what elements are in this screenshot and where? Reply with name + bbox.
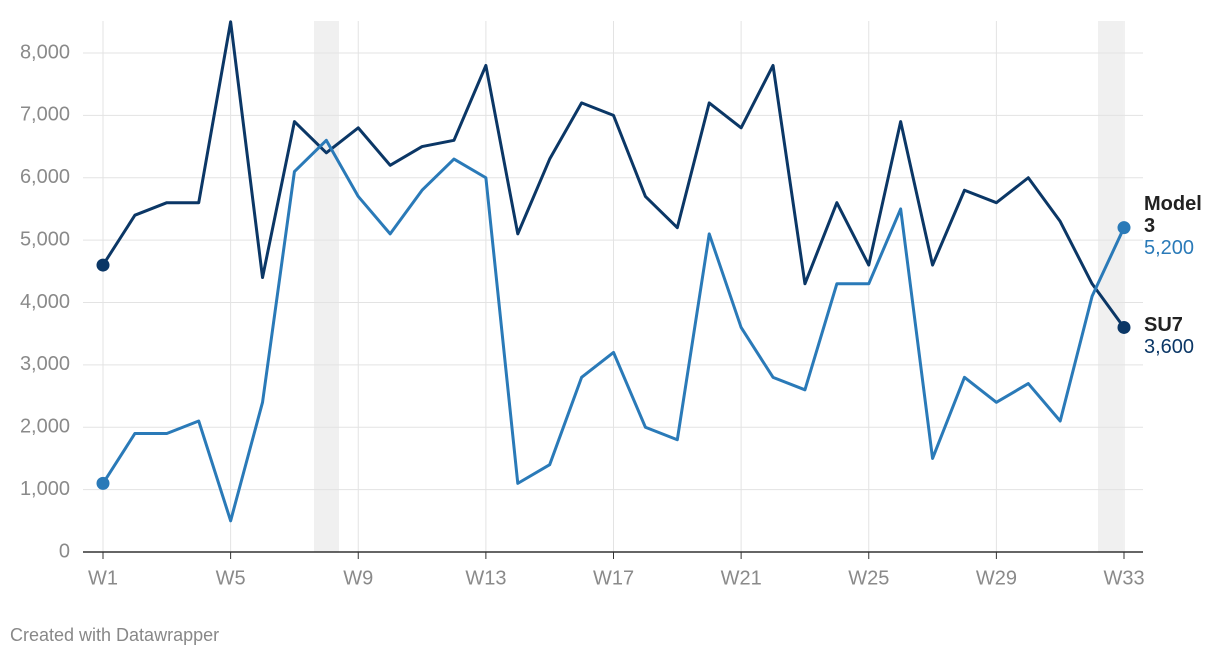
y-tick-label: 1,000	[20, 478, 70, 500]
x-tick-label: W25	[848, 567, 889, 589]
end-dot	[1117, 221, 1131, 235]
x-tick-label: W9	[343, 567, 373, 589]
y-tick-label: 4,000	[20, 291, 70, 313]
line	[101, 138, 1126, 523]
y-tick-label: 3,000	[20, 353, 70, 375]
value-label: 3,600	[1144, 336, 1195, 359]
y-tick-label: 8,000	[20, 41, 70, 63]
y-tick-label: 7,000	[20, 104, 70, 126]
end-dot	[1117, 320, 1131, 334]
footer: Created with Datawrapper	[10, 625, 220, 645]
y-tick-label: 5,000	[20, 228, 70, 250]
x-tick-label: W21	[721, 567, 762, 589]
x-tick-label: W29	[976, 567, 1017, 589]
end-dot	[96, 258, 110, 272]
line	[101, 20, 1126, 329]
end-label: Model 3 5,200	[1144, 193, 1214, 259]
x-tick-label: W1	[88, 567, 118, 589]
x-tick-label: W17	[593, 567, 634, 589]
end-label: SU7 3,600	[1144, 314, 1214, 358]
series-name: Model 3	[1144, 192, 1202, 237]
series-name: SU7	[1144, 314, 1183, 337]
end-dot	[96, 476, 110, 490]
x-tick-label: W5	[216, 567, 246, 589]
y-tick-label: 2,000	[20, 416, 70, 438]
x-tick-label: W13	[465, 567, 506, 589]
grid	[83, 21, 1143, 552]
highlight-band	[314, 21, 339, 552]
y-tick-label: 0	[59, 540, 70, 562]
y-tick-label: 6,000	[20, 166, 70, 188]
highlight-band	[1098, 21, 1123, 552]
value-label: 5,200	[1144, 236, 1195, 259]
x-tick-label: W33	[1103, 567, 1144, 589]
